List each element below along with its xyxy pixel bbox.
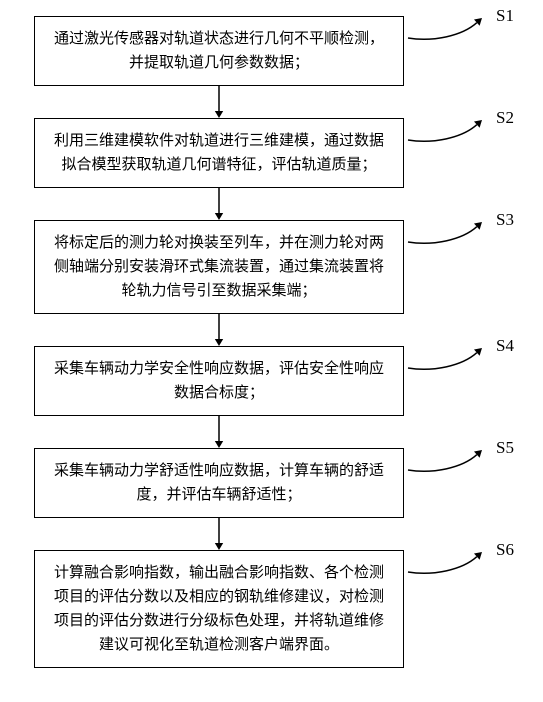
connector-s1 bbox=[34, 86, 404, 118]
step-box-s5: 采集车辆动力学舒适性响应数据，计算车辆的舒适度，并评估车辆舒适性； bbox=[34, 448, 404, 518]
step-row-s4: 采集车辆动力学安全性响应数据，评估安全性响应数据合标度； bbox=[0, 346, 543, 416]
step-row-s6: 计算融合影响指数，输出融合影响指数、各个检测项目的评估分数以及相应的钢轨维修建议… bbox=[0, 550, 543, 668]
step-row-s1: 通过激光传感器对轨道状态进行几何不平顺检测，并提取轨道几何参数数据； bbox=[0, 16, 543, 86]
step-row-s2: 利用三维建模软件对轨道进行三维建模，通过数据拟合模型获取轨道几何谱特征，评估轨道… bbox=[0, 118, 543, 188]
step-box-s3: 将标定后的测力轮对换装至列车，并在测力轮对两侧轴端分别安装滑环式集流装置，通过集… bbox=[34, 220, 404, 314]
step-row-s5: 采集车辆动力学舒适性响应数据，计算车辆的舒适度，并评估车辆舒适性； bbox=[0, 448, 543, 518]
step-box-s4: 采集车辆动力学安全性响应数据，评估安全性响应数据合标度； bbox=[34, 346, 404, 416]
step-box-s1: 通过激光传感器对轨道状态进行几何不平顺检测，并提取轨道几何参数数据； bbox=[34, 16, 404, 86]
connector-s4 bbox=[34, 416, 404, 448]
step-row-s3: 将标定后的测力轮对换装至列车，并在测力轮对两侧轴端分别安装滑环式集流装置，通过集… bbox=[0, 220, 543, 314]
step-box-s2: 利用三维建模软件对轨道进行三维建模，通过数据拟合模型获取轨道几何谱特征，评估轨道… bbox=[34, 118, 404, 188]
connector-s2 bbox=[34, 188, 404, 220]
flowchart-container: 通过激光传感器对轨道状态进行几何不平顺检测，并提取轨道几何参数数据； 利用三维建… bbox=[0, 16, 543, 668]
connector-s5 bbox=[34, 518, 404, 550]
connector-s3 bbox=[34, 314, 404, 346]
step-box-s6: 计算融合影响指数，输出融合影响指数、各个检测项目的评估分数以及相应的钢轨维修建议… bbox=[34, 550, 404, 668]
